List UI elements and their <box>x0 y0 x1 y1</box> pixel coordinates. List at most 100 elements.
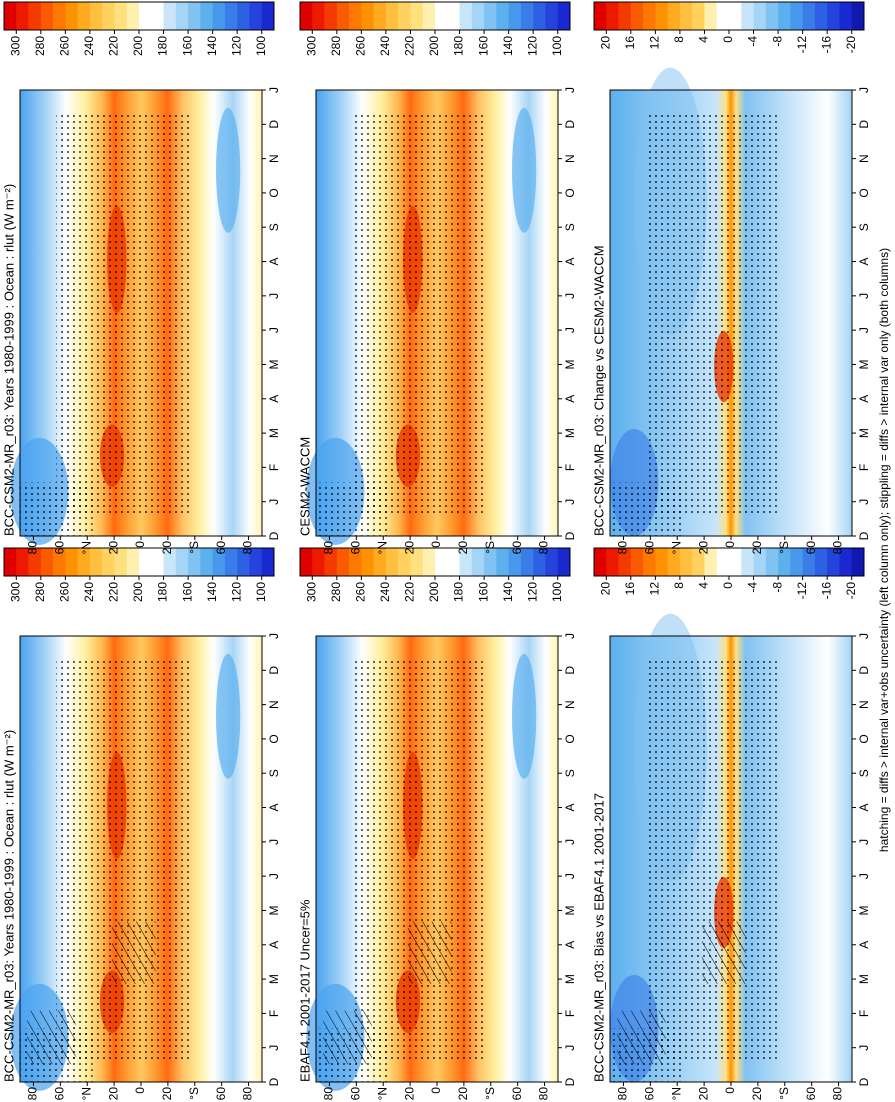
colorbar-label: 280 <box>33 582 47 602</box>
colorbar-swatch <box>459 2 473 30</box>
colorbar-label: 180 <box>156 582 170 602</box>
x-tick-label: J <box>267 633 281 639</box>
panel: BCC-CSM2-MR_r03: Years 1980-1999 : Ocean… <box>1 547 281 1101</box>
colorbar-swatch <box>422 548 436 576</box>
y-tick-label: 20 <box>456 1087 470 1101</box>
x-tick-label: A <box>857 395 871 403</box>
colorbar-swatch <box>839 2 853 30</box>
x-tick-label: D <box>857 531 871 540</box>
colorbar-swatch <box>533 548 546 576</box>
hatching <box>407 921 452 984</box>
x-tick-label: A <box>857 258 871 266</box>
colorbar-swatch <box>398 548 411 576</box>
colorbar-swatch <box>40 2 54 30</box>
colorbar-swatch <box>151 2 164 30</box>
x-tick-label: J <box>857 293 871 299</box>
colorbar-swatch <box>557 2 571 30</box>
y-tick-label: 60 <box>214 541 228 555</box>
colorbar-label: 140 <box>501 582 515 602</box>
y-tick-label: 60 <box>53 1087 67 1101</box>
x-tick-label: J <box>563 839 577 845</box>
colorbar-label: 300 <box>304 582 318 602</box>
colorbar-swatch <box>618 2 632 30</box>
colorbar-swatch <box>643 2 656 30</box>
stippling <box>646 112 780 514</box>
x-tick-label: D <box>563 1077 577 1086</box>
x-tick-label: M <box>857 974 871 984</box>
x-tick-label: J <box>563 1045 577 1051</box>
colorbar-swatch <box>139 2 152 30</box>
colorbar-label: 260 <box>354 582 368 602</box>
colorbar-swatch <box>422 2 436 30</box>
colorbar-swatch <box>692 2 705 30</box>
y-tick-label: 60 <box>53 541 67 555</box>
x-tick-label: D <box>267 531 281 540</box>
y-tick-label: 80 <box>26 1087 40 1101</box>
colorbar-label: 200 <box>131 36 145 56</box>
colorbar-swatch <box>716 548 730 576</box>
colorbar-swatch <box>28 548 42 576</box>
y-tick-label: 20 <box>106 1087 120 1101</box>
x-tick-label: M <box>563 428 577 438</box>
y-tick-label: 80 <box>241 541 255 555</box>
colorbar-label: 100 <box>550 582 564 602</box>
x-tick-label: A <box>267 395 281 403</box>
stippling <box>316 482 389 536</box>
x-tick-label: F <box>563 464 577 471</box>
x-tick-label: D <box>267 666 281 675</box>
colorbar-label: 16 <box>623 36 637 50</box>
x-tick-label: N <box>857 154 871 163</box>
y-tick-label: °N <box>79 541 93 554</box>
y-tick-label: 0 <box>133 541 147 548</box>
colorbar-swatch <box>520 548 534 576</box>
colorbar-swatch <box>300 548 313 576</box>
colorbar-swatch <box>16 548 29 576</box>
colorbar-swatch <box>212 2 226 30</box>
colorbar-swatch <box>790 2 803 30</box>
colorbar-swatch <box>655 548 668 576</box>
x-tick-label: J <box>857 873 871 879</box>
colorbar-swatch <box>778 2 791 30</box>
colorbar-swatch <box>827 2 840 30</box>
colorbar-swatch <box>224 548 238 576</box>
x-tick-label: J <box>267 327 281 333</box>
y-tick-label: °S <box>483 1087 497 1100</box>
colorbar-label: 8 <box>672 36 686 43</box>
panel: BCC-CSM2-MR_r03: Change vs CESM2-WACCM D J… <box>591 1 871 554</box>
colorbar-swatch <box>508 2 522 30</box>
colorbar-label: 12 <box>648 36 662 50</box>
colorbar-swatch <box>618 548 632 576</box>
x-tick-label: F <box>857 464 871 471</box>
colorbar-swatch <box>557 548 571 576</box>
colorbar-swatch <box>224 2 238 30</box>
colorbar-label: 180 <box>452 582 466 602</box>
colorbar-label: 280 <box>33 36 47 56</box>
hatching <box>111 921 156 984</box>
colorbar-swatch <box>765 548 779 576</box>
colorbar-swatch <box>447 2 460 30</box>
x-tick-label: N <box>563 700 577 709</box>
y-tick-label: 80 <box>537 1087 551 1101</box>
colorbar-swatch <box>716 2 730 30</box>
colorbar-swatch <box>312 2 325 30</box>
colorbar-swatch <box>814 2 828 30</box>
colorbar-label: 220 <box>107 36 121 56</box>
y-tick-label: 60 <box>804 1087 818 1101</box>
y-tick-label: °N <box>669 541 683 554</box>
colorbar-swatch <box>410 548 424 576</box>
y-tick-label: 80 <box>26 541 40 555</box>
x-tick-label: A <box>563 258 577 266</box>
colorbar-swatch <box>790 548 803 576</box>
colorbar-swatch <box>114 2 128 30</box>
y-tick-label: 0 <box>429 541 443 548</box>
colorbar-swatch <box>300 2 313 30</box>
y-tick-label: °S <box>777 1087 791 1100</box>
colorbar-swatch <box>667 548 681 576</box>
y-tick-label: 0 <box>723 1087 737 1094</box>
colorbar-label: 100 <box>254 36 268 56</box>
x-tick-label: J <box>563 327 577 333</box>
colorbar-label: 8 <box>672 582 686 589</box>
colorbar-swatch <box>89 548 103 576</box>
